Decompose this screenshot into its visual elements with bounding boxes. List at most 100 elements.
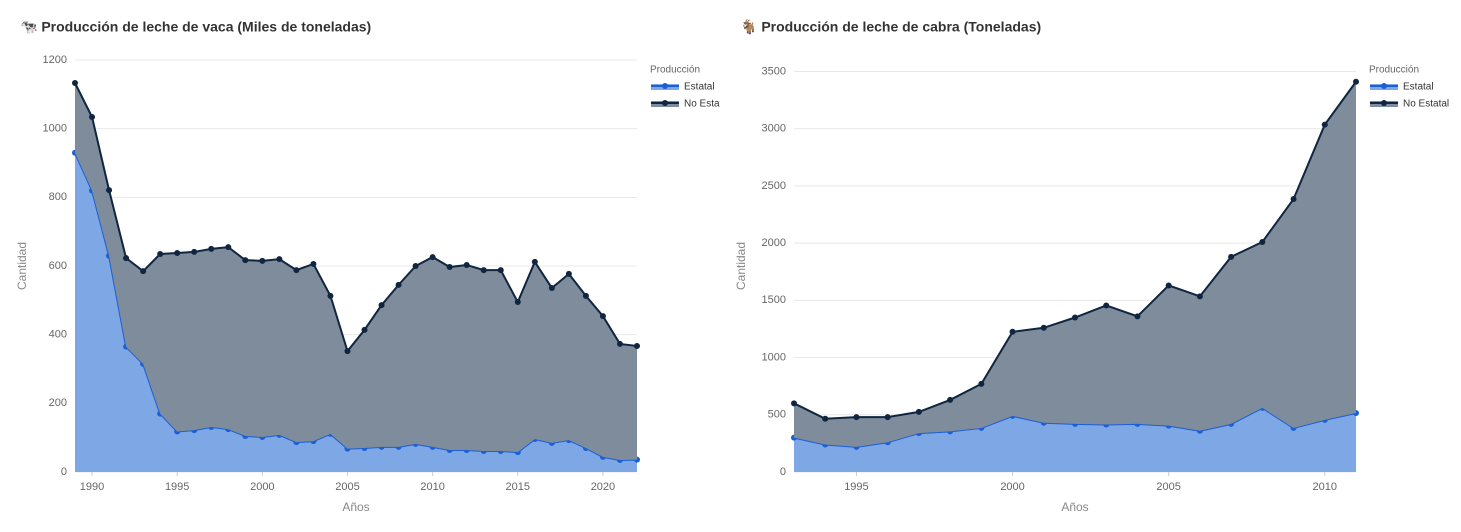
area-line [74, 82, 638, 354]
x-tick-label: 2000 [250, 481, 274, 493]
y-tick-label: 3000 [762, 123, 786, 135]
point [822, 415, 829, 422]
point [978, 380, 985, 387]
area-fill [75, 83, 637, 460]
point [1228, 253, 1235, 260]
y-tick-label: 0 [61, 466, 67, 478]
x-tick-label: 2005 [335, 481, 359, 493]
point [446, 264, 453, 271]
legend-label: Estatal [684, 82, 715, 93]
x-axis-label: Años [1061, 500, 1088, 514]
chart: 🐐 Producción de leche de cabra (Tonelada… [734, 19, 1449, 514]
x-tick-label: 1995 [165, 481, 189, 493]
point [1259, 238, 1266, 245]
legend-label: No Estatal [1403, 99, 1449, 110]
x-tick-label: 2005 [1156, 481, 1180, 493]
point [395, 281, 402, 288]
legend-marker [662, 83, 668, 89]
legend-title: Producción [650, 65, 700, 76]
y-axis-label: Cantidad [734, 242, 748, 290]
point [480, 267, 487, 274]
point [514, 299, 521, 306]
point [497, 267, 504, 274]
point [361, 326, 368, 333]
point [106, 187, 113, 194]
y-tick-label: 1000 [43, 123, 67, 135]
point [242, 257, 249, 264]
point [344, 348, 351, 355]
y-tick-label: 3500 [762, 65, 786, 77]
point [208, 245, 215, 252]
x-tick-label: 2010 [1313, 481, 1337, 493]
area-fill [75, 152, 637, 472]
area-fill [794, 81, 1356, 447]
point [157, 250, 164, 257]
point [531, 258, 538, 265]
x-tick-label: 1995 [844, 481, 868, 493]
x-tick-label: 2000 [1000, 481, 1024, 493]
point [1134, 313, 1141, 320]
legend-label: No Estatal [684, 99, 720, 110]
point [174, 249, 181, 256]
y-tick-label: 500 [768, 409, 786, 421]
y-tick-label: 800 [49, 191, 67, 203]
y-tick-label: 1500 [762, 294, 786, 306]
y-axis-label: Cantidad [15, 242, 29, 290]
y-tick-label: 1200 [43, 54, 67, 66]
point [412, 263, 419, 269]
point [1072, 314, 1078, 321]
chart: 🐄 Producción de leche de vaca (Miles de … [15, 19, 720, 514]
point [293, 267, 300, 274]
y-tick-label: 600 [49, 260, 67, 272]
point [378, 302, 385, 309]
point [1009, 328, 1016, 335]
point [791, 400, 797, 407]
y-tick-label: 2500 [762, 180, 786, 192]
legend-label: Estatal [1403, 82, 1434, 93]
point [1040, 324, 1047, 331]
point [915, 408, 922, 415]
area-fill [794, 407, 1356, 472]
point [191, 248, 198, 255]
point [582, 292, 589, 299]
point [1196, 293, 1203, 300]
point [1290, 196, 1297, 203]
point [853, 414, 860, 421]
chart-title: 🐄 Producción de leche de vaca (Miles de … [20, 19, 371, 35]
y-tick-label: 200 [49, 397, 67, 409]
y-tick-label: 1000 [762, 351, 786, 363]
point [259, 257, 266, 264]
point [599, 313, 606, 320]
x-tick-label: 2020 [591, 481, 615, 493]
point [276, 256, 283, 263]
legend-marker [1381, 83, 1387, 89]
x-tick-label: 1990 [80, 481, 104, 493]
point [310, 260, 317, 267]
point [947, 396, 954, 403]
x-tick-label: 2010 [420, 481, 444, 493]
point [1103, 302, 1110, 309]
y-tick-label: 0 [780, 466, 786, 478]
legend-title: Producción [1369, 65, 1419, 76]
point [565, 270, 572, 277]
x-axis-label: Años [342, 500, 369, 514]
point [327, 292, 334, 299]
point [1321, 121, 1328, 128]
point [72, 80, 78, 87]
y-tick-label: 400 [49, 329, 67, 341]
point [225, 244, 232, 251]
point [140, 268, 147, 275]
point [548, 284, 555, 291]
x-tick-label: 2015 [506, 481, 530, 493]
point [89, 113, 96, 120]
point [1353, 78, 1359, 85]
legend-marker [1381, 100, 1387, 106]
point [429, 254, 436, 261]
y-tick-label: 2000 [762, 237, 786, 249]
chart-title: 🐐 Producción de leche de cabra (Tonelada… [740, 19, 1041, 36]
legend-marker [662, 100, 668, 106]
point [634, 342, 640, 349]
point [463, 261, 470, 268]
point [616, 340, 623, 347]
